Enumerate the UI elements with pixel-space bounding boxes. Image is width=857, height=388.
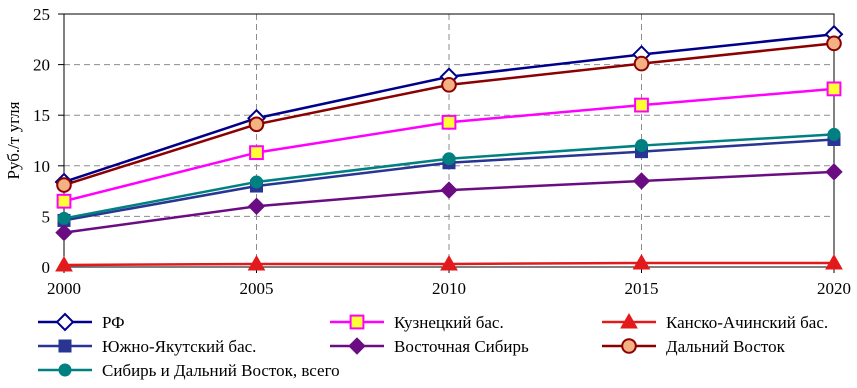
series-7 (57, 127, 841, 225)
data-point (55, 312, 75, 332)
series-group (54, 24, 844, 272)
legend-item-7: Сибирь и Дальний Восток, всего (38, 361, 340, 380)
data-point (441, 114, 457, 130)
data-point (250, 175, 263, 189)
y-axis-label: Руб./т угля (4, 101, 23, 179)
legend-label: РФ (102, 313, 125, 332)
data-point (632, 172, 651, 190)
y-tick-label: 25 (33, 5, 50, 24)
legend-item-6: Дальний Восток (602, 337, 786, 356)
data-point (635, 139, 648, 153)
axes (58, 13, 835, 273)
x-tick-label: 2020 (817, 279, 851, 298)
legend-label: Восточная Сибирь (394, 337, 529, 356)
data-point (826, 81, 842, 97)
data-point (57, 211, 71, 225)
legend-label: Сибирь и Дальний Восток, всего (102, 361, 340, 380)
data-point (249, 145, 264, 161)
data-point (633, 55, 650, 72)
data-point (440, 254, 458, 271)
data-point (621, 338, 637, 354)
legend-item-5: Восточная Сибирь (330, 337, 529, 356)
data-point (827, 127, 841, 141)
data-point (634, 97, 649, 113)
data-point (55, 223, 73, 242)
legend-label: Кузнецкий бас. (394, 313, 504, 332)
data-point (441, 77, 457, 93)
data-point (349, 314, 365, 330)
data-point (247, 197, 266, 215)
series-6 (56, 35, 842, 193)
data-point (55, 255, 73, 272)
legend-label: Дальний Восток (666, 337, 786, 356)
legend-item-2: Кузнецкий бас. (330, 313, 504, 332)
x-tick-label: 2005 (240, 279, 274, 298)
data-point (348, 337, 366, 355)
y-tick-label: 20 (33, 56, 50, 75)
data-point (247, 254, 266, 271)
data-point (56, 177, 72, 193)
data-point (442, 152, 456, 166)
series-5 (55, 163, 843, 242)
y-tick-label: 0 (42, 258, 51, 277)
legend-item-3: Канско-Ачинский бас. (602, 312, 828, 332)
data-point (620, 312, 638, 329)
series-line (63, 170, 835, 234)
data-point (632, 253, 651, 270)
data-point (248, 116, 265, 133)
data-point (826, 35, 842, 52)
data-point (440, 181, 458, 199)
legend-item-4: Южно-Якутский бас. (38, 337, 256, 356)
legend-label: Южно-Якутский бас. (102, 337, 256, 356)
data-point (825, 253, 843, 270)
legend: РФ Кузнецкий бас. Канско-Ачинский бас. Южно… (38, 312, 828, 380)
x-tick-label: 2000 (47, 279, 81, 298)
data-point (825, 163, 843, 181)
series-3 (55, 253, 843, 272)
y-tick-label: 5 (42, 207, 51, 226)
y-tick-label: 15 (33, 106, 50, 125)
data-point (58, 363, 72, 377)
x-tick-label: 2015 (625, 279, 659, 298)
series-2 (56, 81, 842, 209)
x-tick-label: 2010 (432, 279, 466, 298)
legend-label: Канско-Ачинский бас. (666, 313, 828, 332)
data-point (56, 193, 72, 209)
tick-labels: 2000 2005 2010 2015 2020 0 5 10 15 20 25 (33, 5, 851, 298)
legend-item-1: РФ (38, 312, 125, 332)
data-point (58, 339, 72, 353)
y-tick-label: 10 (33, 157, 50, 176)
